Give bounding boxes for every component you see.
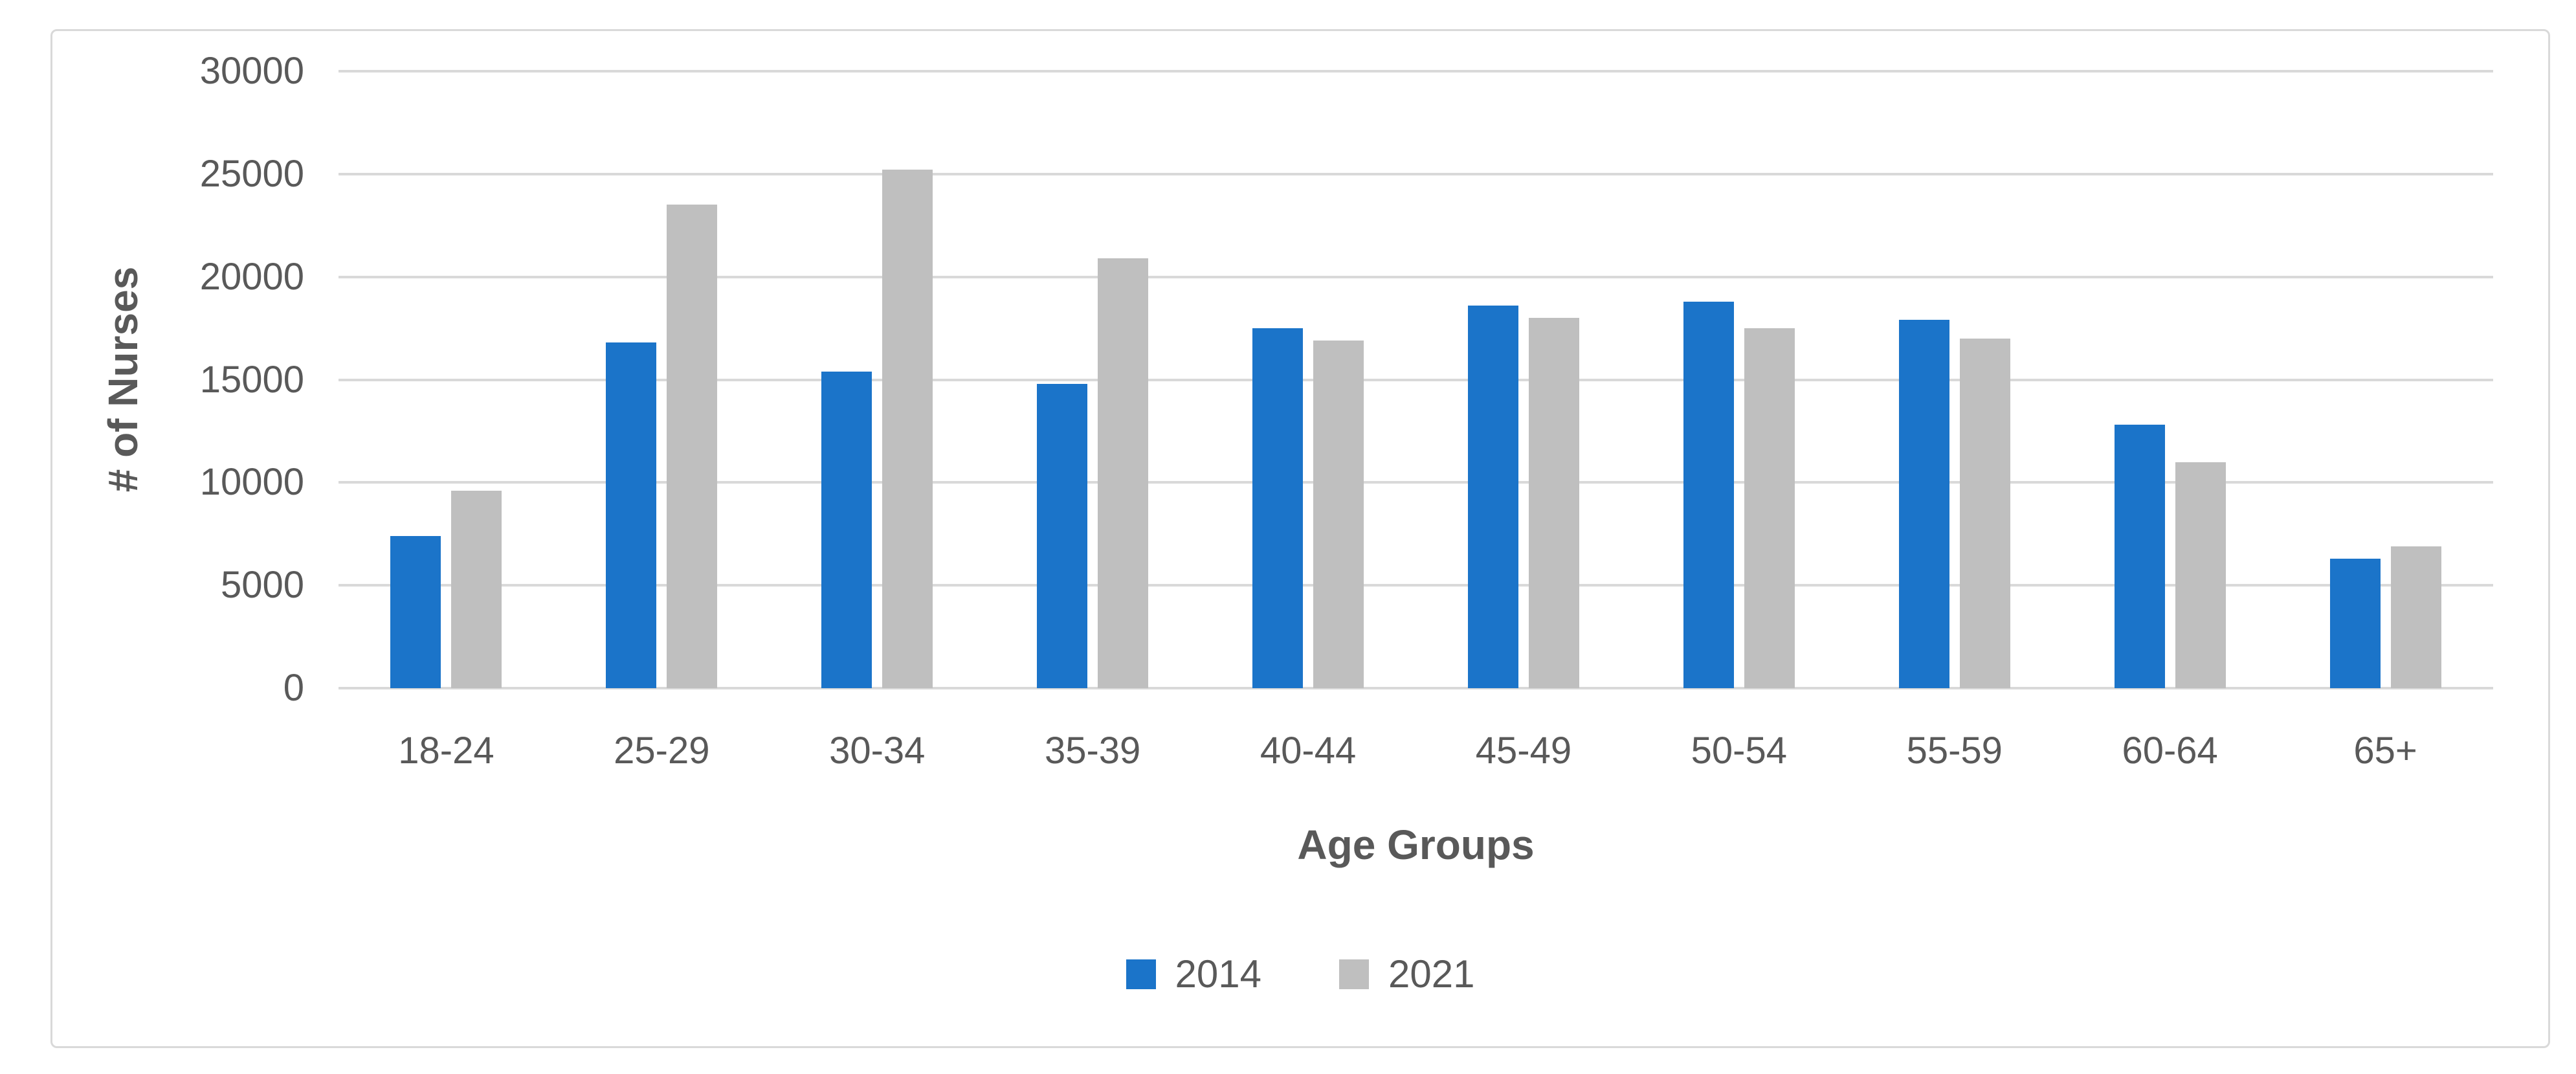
category-label-50-54: 50-54: [1691, 730, 1787, 772]
legend-swatch-2014: [1126, 959, 1156, 989]
category-label-65+: 65+: [2353, 730, 2417, 772]
bar-2021-60-64: [2175, 462, 2226, 688]
bar-group-40-44: [1201, 71, 1416, 688]
gridline: [339, 172, 2493, 175]
bar-2021-55-59: [1959, 338, 2010, 688]
category-label-40-44: 40-44: [1260, 730, 1357, 772]
bar-2021-40-44: [1313, 341, 1364, 688]
legend-item-2021: 2021: [1339, 955, 1474, 994]
category-label-25-29: 25-29: [614, 730, 710, 772]
bar-group-25-29: [554, 71, 770, 688]
bar-2014-55-59: [1898, 320, 1949, 688]
x-axis-category-labels: 18-24 25-29 30-34 35-39 40-44 45-49 50-54 55-59…: [339, 725, 2493, 777]
x-axis-title: Age Groups: [1297, 822, 1535, 868]
legend-swatch-2021: [1339, 959, 1369, 989]
y-tick-label: 15000: [199, 358, 304, 401]
y-axis-tick-labels: 30000 25000 20000 15000 10000 5000 0: [0, 52, 304, 707]
bar-2014-65+: [2329, 558, 2381, 688]
bar-2021-50-54: [1744, 328, 1795, 688]
bar-group-55-59: [1847, 71, 2062, 688]
bar-2021-35-39: [1098, 258, 1149, 688]
gridline: [339, 481, 2493, 484]
bar-groups: [339, 71, 2493, 688]
bar-group-45-49: [1416, 71, 1632, 688]
bar-2014-45-49: [1467, 306, 1518, 688]
bar-2021-45-49: [1528, 318, 1579, 688]
category-label-55-59: 55-59: [1906, 730, 2003, 772]
bar-2021-18-24: [451, 491, 502, 688]
y-tick-label: 20000: [199, 255, 304, 298]
category-label-30-34: 30-34: [829, 730, 926, 772]
y-tick-label: 10000: [199, 461, 304, 504]
y-tick-label: 5000: [220, 564, 304, 607]
bar-group-65+: [2278, 71, 2493, 688]
y-tick-label: 30000: [199, 50, 304, 92]
bar-group-35-39: [985, 71, 1201, 688]
bar-2014-35-39: [1037, 383, 1088, 688]
bar-group-60-64: [2062, 71, 2278, 688]
bar-2014-40-44: [1252, 328, 1304, 688]
category-label-60-64: 60-64: [2122, 730, 2218, 772]
gridline: [339, 275, 2493, 278]
category-label-45-49: 45-49: [1475, 730, 1572, 772]
bar-group-18-24: [339, 71, 554, 688]
legend-label-2014: 2014: [1175, 952, 1261, 996]
bar-2014-30-34: [821, 371, 872, 688]
legend: 2014 2021: [50, 942, 2550, 1007]
gridline: [339, 584, 2493, 587]
plot-area: [339, 70, 2493, 689]
gridlines: [339, 70, 2493, 689]
bar-2014-60-64: [2114, 425, 2165, 688]
bar-2014-25-29: [606, 342, 657, 688]
legend-label-2021: 2021: [1388, 952, 1475, 996]
gridline: [339, 687, 2493, 689]
bar-group-30-34: [770, 71, 985, 688]
gridline: [339, 70, 2493, 73]
category-label-18-24: 18-24: [398, 730, 494, 772]
legend-item-2014: 2014: [1126, 955, 1261, 994]
bar-2021-25-29: [667, 205, 718, 688]
bar-2021-65+: [2390, 546, 2441, 688]
y-tick-label: 0: [283, 667, 304, 709]
bar-group-50-54: [1631, 71, 1847, 688]
bar-2014-18-24: [390, 535, 441, 688]
category-label-35-39: 35-39: [1044, 730, 1141, 772]
gridline: [339, 378, 2493, 381]
y-tick-label: 25000: [199, 152, 304, 195]
bar-2014-50-54: [1683, 301, 1734, 688]
bar-2021-30-34: [882, 170, 933, 688]
